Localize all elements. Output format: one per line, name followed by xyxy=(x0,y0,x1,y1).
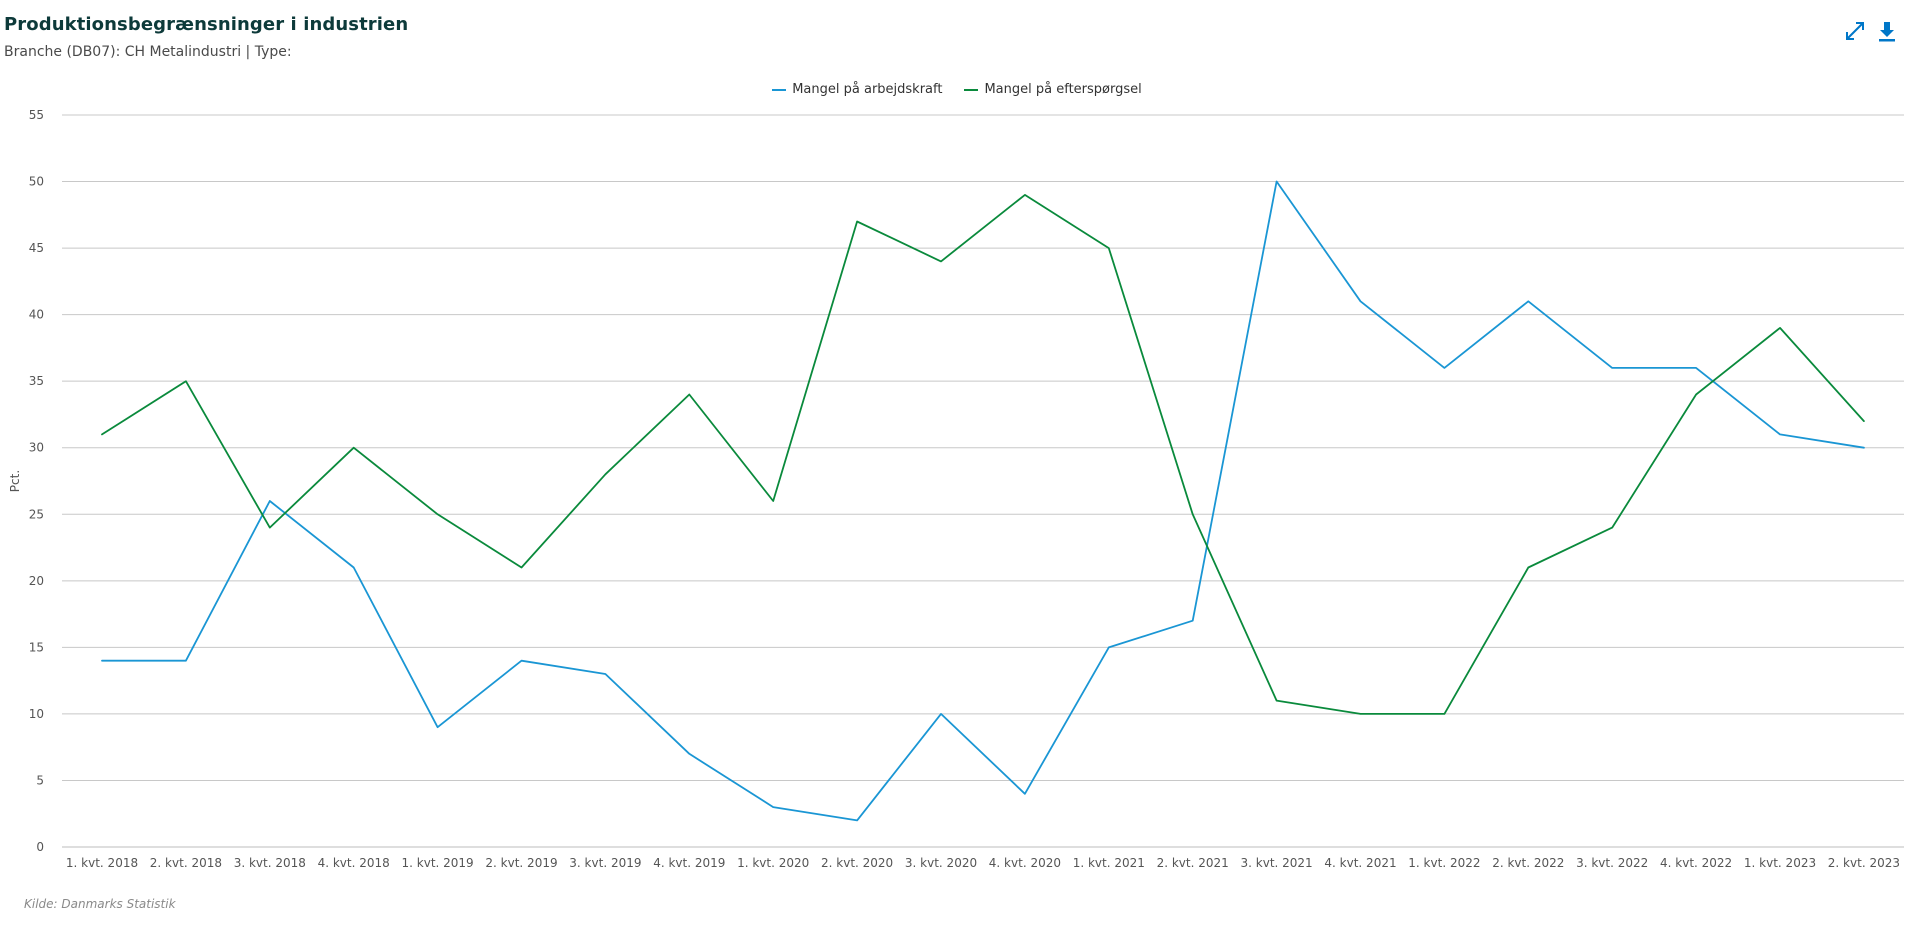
y-tick-label: 10 xyxy=(29,707,44,721)
x-tick-label: 4. kvt. 2022 xyxy=(1660,856,1732,870)
source-note: Kilde: Danmarks Statistik xyxy=(24,897,176,911)
legend-label-arbejdskraft: Mangel på arbejdskraft xyxy=(792,82,943,97)
x-tick-label: 2. kvt. 2019 xyxy=(485,856,557,870)
y-tick-label: 40 xyxy=(29,308,44,322)
x-tick-label: 1. kvt. 2021 xyxy=(1073,856,1145,870)
x-tick-label: 2. kvt. 2023 xyxy=(1828,856,1900,870)
legend-swatch-efterspoergsel xyxy=(964,88,979,91)
y-tick-label: 50 xyxy=(29,175,44,189)
x-tick-label: 1. kvt. 2019 xyxy=(402,856,474,870)
y-tick-label: 20 xyxy=(29,574,44,588)
y-tick-label: 55 xyxy=(29,108,44,122)
y-tick-label: 15 xyxy=(29,640,44,654)
legend-item-efterspoergsel[interactable]: Mangel på efterspørgsel xyxy=(964,82,1142,97)
legend-swatch-arbejdskraft xyxy=(772,88,787,91)
chart-legend: Mangel på arbejdskraft Mangel på eftersp… xyxy=(0,82,1914,97)
chart-toolbar xyxy=(1842,18,1900,44)
x-tick-label: 2. kvt. 2020 xyxy=(821,856,893,870)
x-tick-label: 3. kvt. 2021 xyxy=(1241,856,1313,870)
legend-item-arbejdskraft[interactable]: Mangel på arbejdskraft xyxy=(772,82,942,97)
download-button[interactable] xyxy=(1874,18,1900,44)
x-tick-label: 2. kvt. 2022 xyxy=(1492,856,1564,870)
x-tick-label: 2. kvt. 2018 xyxy=(150,856,222,870)
y-tick-label: 45 xyxy=(29,241,44,255)
series-line-1 xyxy=(101,180,1865,822)
x-tick-label: 3. kvt. 2018 xyxy=(234,856,306,870)
y-axis-label: Pct. xyxy=(8,470,22,492)
series-line-2 xyxy=(101,193,1865,715)
x-tick-label: 4. kvt. 2018 xyxy=(318,856,390,870)
x-tick-label: 2. kvt. 2021 xyxy=(1157,856,1229,870)
x-tick-label: 4. kvt. 2019 xyxy=(653,856,725,870)
y-tick-label: 25 xyxy=(29,507,44,521)
y-tick-label: 35 xyxy=(29,374,44,388)
chart-subtitle: Branche (DB07): CH Metalindustri | Type: xyxy=(4,44,292,60)
download-icon xyxy=(1879,22,1895,42)
y-tick-label: 30 xyxy=(29,441,44,455)
expand-icon xyxy=(1846,22,1864,40)
x-tick-label: 3. kvt. 2019 xyxy=(569,856,641,870)
x-tick-label: 1. kvt. 2020 xyxy=(737,856,809,870)
expand-button[interactable] xyxy=(1842,18,1868,44)
x-tick-label: 4. kvt. 2021 xyxy=(1324,856,1396,870)
x-tick-label: 3. kvt. 2022 xyxy=(1576,856,1648,870)
legend-label-efterspoergsel: Mangel på efterspørgsel xyxy=(984,82,1142,97)
chart-title: Produktionsbegrænsninger i industrien xyxy=(4,14,409,35)
x-tick-label: 4. kvt. 2020 xyxy=(989,856,1061,870)
x-tick-label: 3. kvt. 2020 xyxy=(905,856,977,870)
y-tick-label: 0 xyxy=(36,840,44,854)
x-tick-label: 1. kvt. 2018 xyxy=(66,856,138,870)
x-tick-label: 1. kvt. 2023 xyxy=(1744,856,1816,870)
x-tick-label: 1. kvt. 2022 xyxy=(1408,856,1480,870)
y-tick-label: 5 xyxy=(36,773,44,787)
